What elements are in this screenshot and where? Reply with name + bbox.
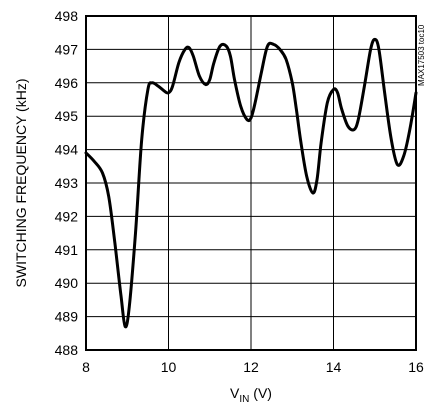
x-axis-label: VIN (V) (230, 385, 272, 405)
y-axis-label: SWITCHING FREQUENCY (kHz) (13, 79, 29, 288)
y-tick-label: 496 (55, 75, 79, 91)
watermark: MAX17503 toc10 (417, 24, 425, 86)
x-tick-label: 8 (82, 359, 90, 375)
y-tick-label: 492 (55, 208, 79, 224)
x-tick-label: 12 (243, 359, 259, 375)
y-tick-label: 488 (55, 342, 79, 358)
plot-frame (85, 15, 417, 351)
y-tick-label: 489 (55, 309, 79, 325)
x-tick-label: 16 (408, 359, 424, 375)
y-tick-label: 490 (55, 275, 79, 291)
x-tick-label: 10 (161, 359, 177, 375)
y-tick-label: 498 (55, 8, 79, 24)
series-line (84, 37, 418, 329)
x-axis-label-sub: IN (239, 394, 249, 405)
y-tick-label: 497 (55, 41, 79, 57)
x-axis-label-unit: (V) (249, 385, 272, 401)
y-tick-labels: 488 489 490 491 492 493 494 495 496 497 498 (55, 8, 79, 358)
y-tick-label: 494 (55, 142, 79, 158)
x-tick-labels: 8 10 12 14 16 (82, 359, 424, 375)
x-tick-label: 14 (326, 359, 342, 375)
y-tick-label: 493 (55, 175, 79, 191)
y-tick-label: 491 (55, 242, 79, 258)
y-tick-label: 495 (55, 108, 79, 124)
x-axis-label-main: V (230, 385, 240, 401)
